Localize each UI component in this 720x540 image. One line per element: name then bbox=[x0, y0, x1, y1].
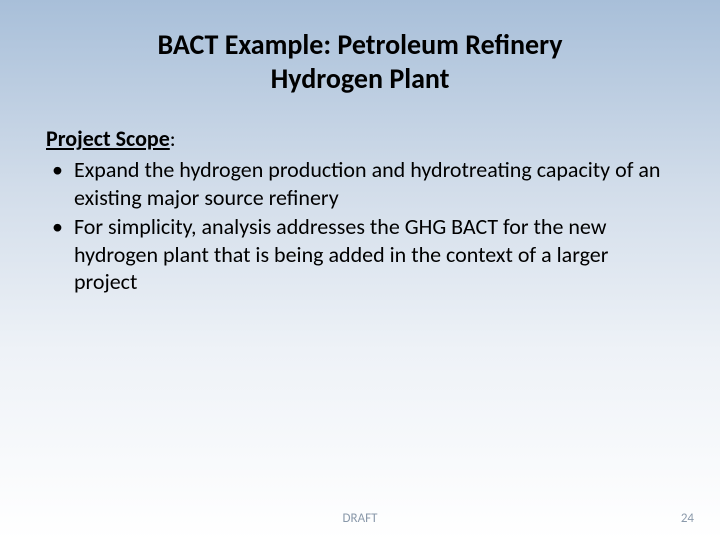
bullet-list: Expand the hydrogen production and hydro… bbox=[46, 156, 674, 296]
slide: BACT Example: Petroleum Refinery Hydroge… bbox=[0, 0, 720, 540]
footer-center-text: DRAFT bbox=[0, 511, 720, 526]
scope-label-text: Project Scope bbox=[46, 125, 170, 152]
slide-content: Project Scope: Expand the hydrogen produ… bbox=[40, 125, 680, 296]
title-line1: BACT Example: Petroleum Refinery bbox=[157, 27, 562, 62]
page-number: 24 bbox=[681, 511, 694, 526]
scope-colon: : bbox=[170, 125, 176, 152]
list-item: For simplicity, analysis addresses the G… bbox=[48, 213, 674, 296]
title-line2: Hydrogen Plant bbox=[271, 61, 450, 96]
list-item: Expand the hydrogen production and hydro… bbox=[48, 156, 674, 211]
scope-heading: Project Scope: bbox=[46, 125, 674, 152]
slide-title: BACT Example: Petroleum Refinery Hydroge… bbox=[40, 28, 680, 95]
